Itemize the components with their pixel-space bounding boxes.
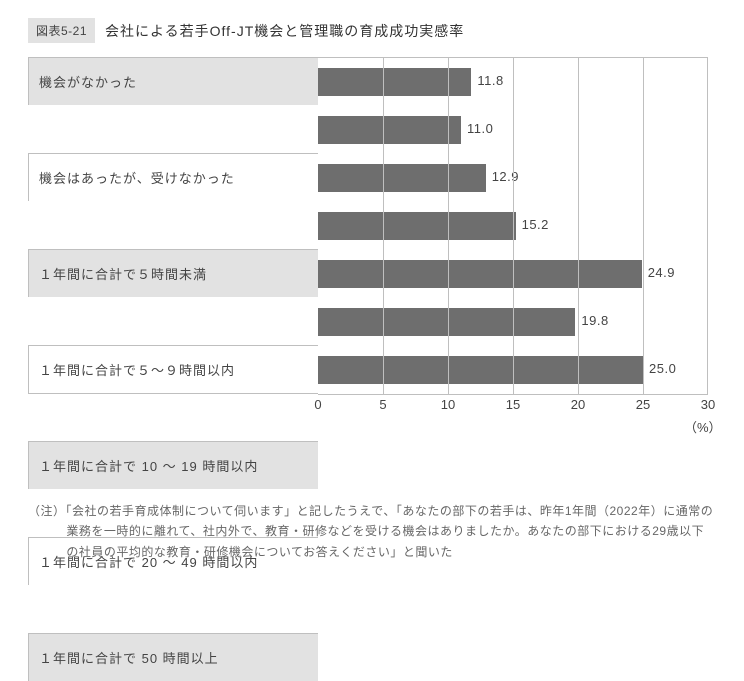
category-label: １年間に合計で 10 〜 19 時間以内 [28,441,318,489]
bar-chart: 11.811.012.915.224.919.825.0 機会がなかった機会はあ… [28,57,708,437]
figure-tag: 図表5-21 [28,18,95,43]
chart-row: 機会がなかった [28,57,708,105]
chart-row: 機会はあったが、受けなかった [28,105,708,153]
x-tick-label: 0 [314,397,321,412]
x-tick-label: 20 [571,397,585,412]
page: 図表5-21 会社による若手Off-JT機会と管理職の育成成功実感率 11.81… [0,0,744,580]
category-column-bottom-border [28,393,318,394]
x-tick-label: 25 [636,397,650,412]
footnote-text: 「会社の若手育成体制について伺います」と記したうえで、「あなたの部下の若手は、昨… [66,504,714,559]
chart-row: １年間に合計で 50 時間以上 [28,345,708,393]
footnote: （注）「会社の若手育成体制について伺います」と記したうえで、「あなたの部下の若手… [28,501,716,562]
chart-row: １年間に合計で５〜９時間以内 [28,201,708,249]
category-label: １年間に合計で 50 時間以上 [28,633,318,681]
chart-plot: 11.811.012.915.224.919.825.0 機会がなかった機会はあ… [28,57,708,437]
figure-header: 図表5-21 会社による若手Off-JT機会と管理職の育成成功実感率 [28,18,716,43]
x-tick-label: 5 [379,397,386,412]
x-tick-label: 15 [506,397,520,412]
chart-row: １年間に合計で 20 〜 49 時間以内 [28,297,708,345]
chart-row: １年間に合計で 10 〜 19 時間以内 [28,249,708,297]
x-axis-unit: （%） [684,417,722,436]
category-label: 機会がなかった [28,57,318,105]
chart-row: １年間に合計で５時間未満 [28,153,708,201]
footnote-prefix: （注） [28,504,66,518]
x-tick-label: 30 [701,397,715,412]
figure-title: 会社による若手Off-JT機会と管理職の育成成功実感率 [105,21,464,41]
x-tick-label: 10 [441,397,455,412]
